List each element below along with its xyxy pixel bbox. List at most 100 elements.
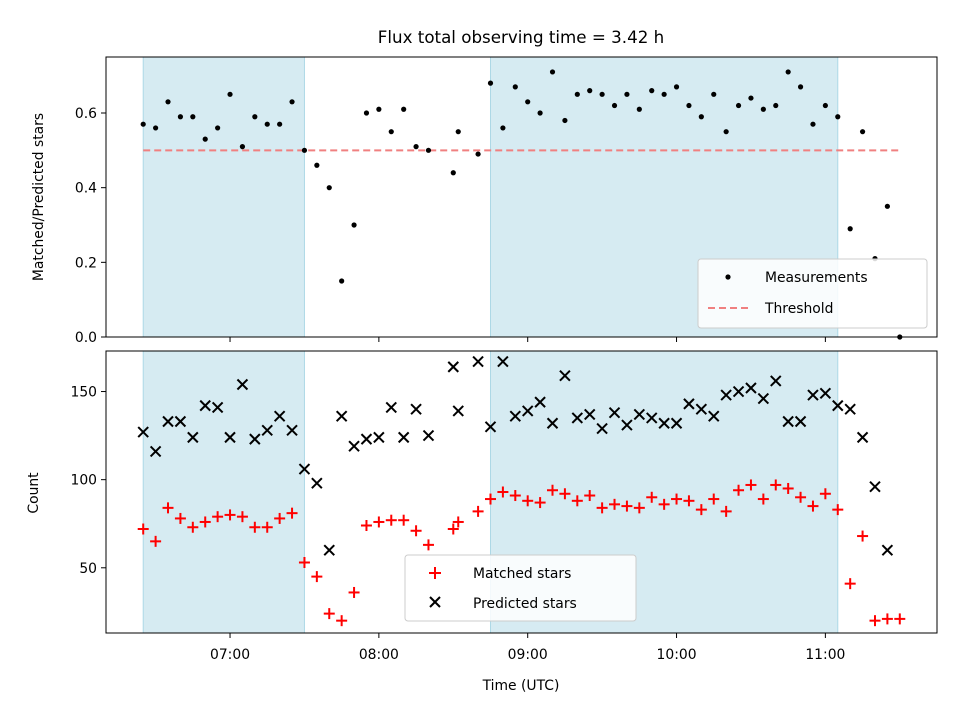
predicted-stars-point: [224, 431, 236, 444]
predicted-stars-point: [484, 421, 497, 433]
top-axes-frame: [105, 56, 938, 338]
matched-stars-point: [509, 490, 521, 502]
matched-stars-point: [447, 523, 459, 535]
predicted-stars-point-b: [559, 369, 571, 382]
predicted-stars-point: [621, 419, 633, 431]
matched-stars-point: [770, 479, 782, 491]
measurement-point: [711, 91, 717, 97]
matched-stars-point: [695, 504, 707, 516]
predicted-stars-point: [187, 431, 199, 444]
predicted-stars-point: [452, 405, 464, 417]
bottom-legend-box: [404, 554, 637, 622]
measurement-point: [686, 102, 692, 109]
matched-stars-point: [869, 615, 881, 627]
legend-matched-label: Matched stars: [473, 566, 571, 582]
measurement-point: [301, 147, 308, 153]
predicted-stars-point-b: [174, 415, 187, 428]
predicted-stars-point: [497, 355, 509, 368]
predicted-stars-point: [832, 399, 844, 412]
chart-title: Flux total observing time = 3.42 h: [378, 27, 664, 47]
matched-stars-point: [452, 516, 464, 528]
measurement-point: [512, 84, 518, 90]
predicted-stars-point: [447, 361, 459, 373]
predicted-stars-point-b: [323, 544, 335, 556]
predicted-stars-point: [819, 387, 832, 400]
measurement-point: [455, 129, 461, 135]
predicted-stars-point-b: [621, 419, 633, 431]
predicted-stars-point-b: [149, 445, 162, 458]
predicted-stars-point: [633, 408, 646, 421]
matched-stars-point: [671, 493, 683, 505]
predicted-stars-point-b: [732, 385, 745, 398]
top-y-tick-label: 0.4: [75, 181, 97, 197]
measurement-point: [227, 91, 233, 97]
measurement-point: [425, 147, 432, 153]
predicted-stars-point-b: [311, 477, 323, 489]
measurement-point: [773, 102, 779, 109]
predicted-stars-point-b: [162, 415, 174, 428]
top-y-ticks: 0.0 0.2 0.4 0.6: [75, 106, 106, 346]
predicted-stars-point-b: [385, 401, 397, 414]
measurement-point: [785, 69, 791, 75]
measurement-point: [202, 136, 208, 142]
predicted-stars-point-b: [373, 431, 385, 444]
matched-stars-point: [609, 498, 621, 510]
predicted-stars-point-b: [584, 408, 596, 421]
predicted-stars-point: [149, 445, 162, 458]
measurement-point: [884, 203, 890, 209]
predicted-stars-point: [844, 403, 856, 415]
matched-stars-point: [484, 493, 496, 505]
predicted-stars-point-b: [782, 415, 794, 428]
x-tick-label: 11:00: [805, 647, 845, 663]
predicted-stars-point: [298, 463, 311, 475]
predicted-stars-point: [472, 355, 484, 368]
legend-matched-marker: [429, 567, 441, 579]
x-axis-label: Time (UTC): [482, 678, 560, 694]
measurement-point: [611, 102, 618, 109]
predicted-stars-point-b: [658, 417, 670, 429]
matched-stars-point: [224, 509, 236, 521]
predicted-stars-point: [162, 415, 174, 428]
predicted-stars-point: [422, 429, 435, 442]
predicted-stars-point-b: [571, 412, 584, 424]
predicted-stars-point-b: [521, 405, 534, 417]
predicted-stars-point: [571, 412, 584, 424]
predicted-stars-point-b: [534, 396, 546, 408]
predicted-stars-point: [546, 417, 559, 429]
bottom-y-tick-label: 50: [79, 561, 97, 577]
predicted-stars-point: [683, 398, 695, 410]
measurement-point: [525, 99, 531, 105]
predicted-stars-point: [385, 401, 397, 414]
matched-stars-point: [782, 482, 794, 494]
predicted-stars-point: [770, 375, 782, 387]
predicted-stars-point: [881, 544, 894, 556]
matched-stars-point: [745, 479, 757, 491]
top-y-tick-label: 0.2: [75, 255, 97, 271]
predicted-stars-point-b: [249, 433, 261, 445]
matched-stars-point: [807, 500, 819, 512]
measurement-point: [549, 69, 556, 75]
predicted-stars-point: [856, 431, 869, 444]
matched-stars-point: [174, 512, 186, 524]
x-tick-label: 07:00: [210, 647, 250, 663]
predicted-stars-point: [236, 378, 249, 391]
predicted-stars-point-b: [770, 375, 782, 387]
measurements-series: [140, 69, 903, 340]
predicted-stars-point: [534, 396, 546, 408]
predicted-stars-point-b: [819, 387, 832, 400]
predicted-stars-point-b: [447, 361, 459, 373]
predicted-stars-point-b: [199, 399, 211, 412]
predicted-stars-point: [695, 403, 708, 415]
measurement-point: [735, 102, 742, 109]
predicted-stars-point: [869, 481, 881, 493]
predicted-stars-point: [273, 410, 286, 422]
predicted-stars-point: [521, 405, 534, 417]
predicted-stars-point-b: [708, 410, 720, 422]
predicted-stars-point: [745, 382, 757, 394]
measurement-point: [537, 110, 543, 116]
measurement-point: [264, 121, 270, 127]
measurement-point: [649, 88, 655, 94]
matched-stars-point: [522, 495, 534, 507]
top-y-tick-label: 0.0: [75, 330, 97, 346]
